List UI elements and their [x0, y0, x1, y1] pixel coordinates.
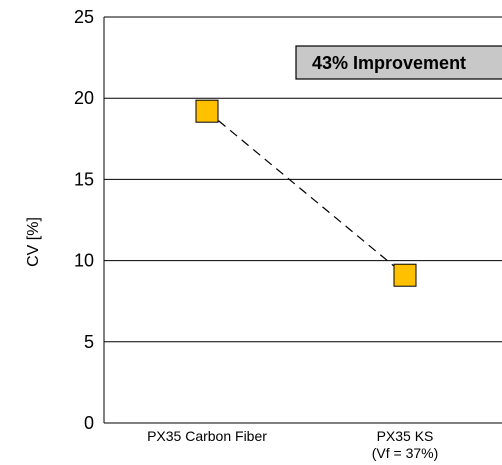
x-tick-label: PX35 Carbon Fiber — [147, 428, 267, 444]
x-tick-labels: PX35 Carbon Fiber PX35 KS(Vf = 37%) — [147, 428, 438, 461]
y-tick-label: 0 — [84, 413, 94, 433]
y-axis-label: CV [%] — [25, 217, 42, 267]
y-tick-labels: 0 5 10 15 20 25 — [74, 7, 94, 433]
x-tick-sublabel: (Vf = 37%) — [372, 445, 439, 461]
data-points — [195, 99, 417, 287]
improvement-annotation: 43% Improvement — [295, 45, 502, 80]
y-tick-label: 10 — [74, 251, 94, 271]
y-tick-label: 5 — [84, 332, 94, 352]
y-tick-label: 20 — [74, 88, 94, 108]
x-tick-label: PX35 KS — [377, 428, 434, 444]
gridlines — [104, 16, 502, 343]
annotation-text: 43% Improvement — [312, 53, 466, 73]
y-tick-label: 15 — [74, 169, 94, 189]
annotation-box — [295, 45, 502, 80]
dashed-connector — [206, 110, 406, 276]
y-tick-label: 25 — [74, 7, 94, 27]
data-point — [393, 263, 417, 287]
data-point — [195, 99, 219, 123]
